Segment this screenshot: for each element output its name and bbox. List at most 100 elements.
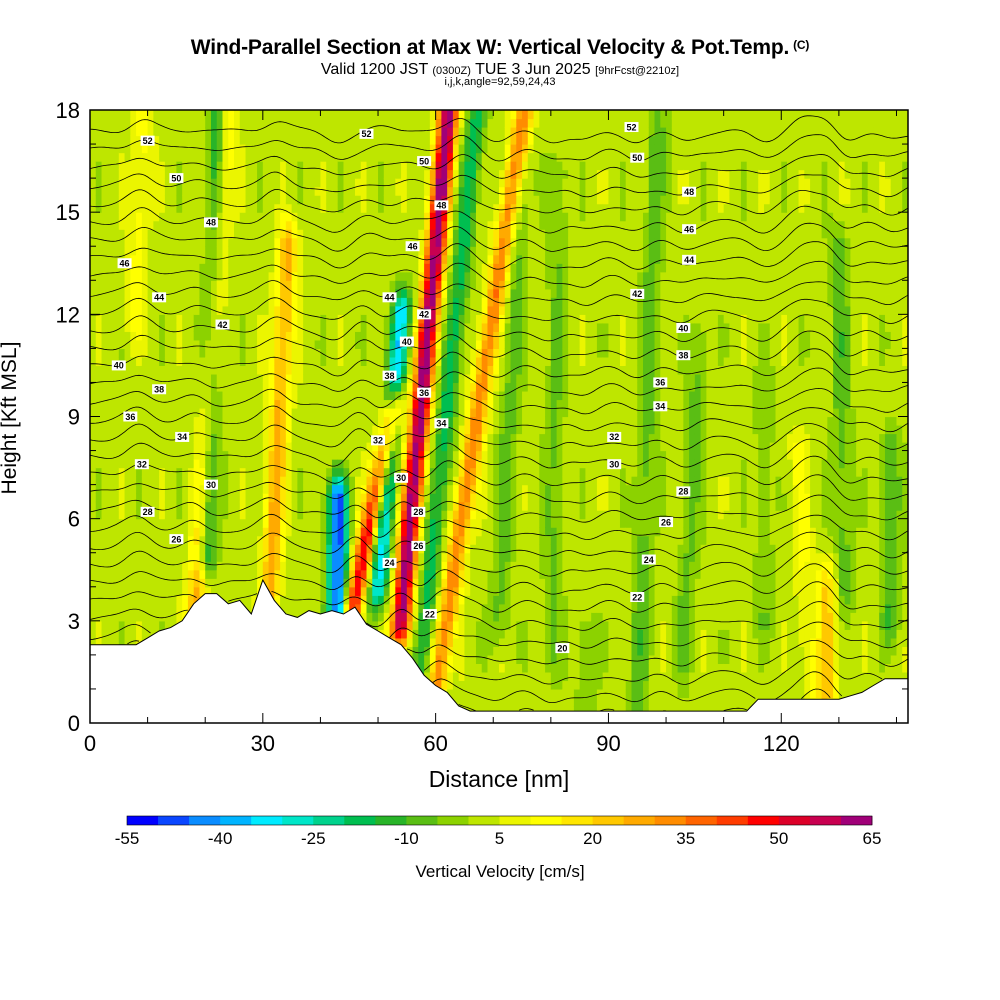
w-cell xyxy=(354,110,362,120)
w-cell xyxy=(378,118,385,128)
w-cell xyxy=(441,212,448,222)
w-cell xyxy=(447,535,454,545)
w-cell xyxy=(349,195,356,205)
w-cell xyxy=(164,459,172,469)
w-cell xyxy=(268,425,275,435)
w-cell xyxy=(366,297,373,307)
w-cell xyxy=(424,578,431,588)
w-cell xyxy=(95,612,103,622)
w-cell xyxy=(141,220,149,230)
w-cell xyxy=(268,297,275,307)
w-cell xyxy=(360,595,368,605)
w-cell xyxy=(164,595,172,605)
w-cell xyxy=(176,348,183,358)
w-cell xyxy=(366,161,373,171)
w-cell xyxy=(222,433,229,443)
w-cell xyxy=(389,569,396,579)
w-cell xyxy=(303,518,310,528)
w-cell xyxy=(297,552,304,562)
w-cell xyxy=(130,348,137,358)
w-cell xyxy=(90,169,97,179)
w-cell xyxy=(418,493,425,503)
w-cell xyxy=(187,561,195,571)
w-cell xyxy=(187,186,195,196)
w-cell xyxy=(118,493,126,503)
w-cell xyxy=(389,246,396,256)
w-cell xyxy=(193,527,201,537)
w-cell xyxy=(464,237,471,247)
w-cell xyxy=(199,416,206,426)
w-cell xyxy=(470,135,477,145)
w-cell xyxy=(153,322,160,332)
w-cell xyxy=(90,331,97,341)
w-cell xyxy=(378,348,385,358)
w-cell xyxy=(280,493,287,503)
w-cell xyxy=(199,152,206,162)
w-cell xyxy=(383,348,391,358)
w-cell xyxy=(395,271,402,281)
w-cell xyxy=(447,493,454,503)
w-cell xyxy=(164,271,172,281)
w-cell xyxy=(481,237,489,247)
w-cell xyxy=(297,561,304,571)
w-cell xyxy=(124,186,131,196)
w-cell xyxy=(366,144,373,154)
w-cell xyxy=(199,373,206,384)
w-cell xyxy=(429,382,437,392)
w-cell xyxy=(234,144,241,154)
w-cell xyxy=(257,254,264,264)
w-cell xyxy=(101,365,108,375)
w-cell xyxy=(107,425,114,435)
w-cell xyxy=(90,229,97,239)
w-cell xyxy=(228,552,235,562)
w-cell xyxy=(464,280,471,290)
w-cell xyxy=(435,331,442,341)
w-cell xyxy=(136,246,143,256)
w-cell xyxy=(176,612,183,622)
w-cell xyxy=(429,399,437,409)
w-cell xyxy=(147,254,154,264)
w-cell xyxy=(337,373,345,384)
w-cell xyxy=(222,280,229,290)
w-cell xyxy=(401,135,408,145)
w-cell xyxy=(113,254,120,264)
w-cell xyxy=(216,416,224,426)
w-cell xyxy=(90,186,97,196)
w-cell xyxy=(136,254,143,264)
w-cell xyxy=(447,629,454,639)
w-cell xyxy=(176,237,183,247)
w-cell xyxy=(141,169,149,179)
w-cell xyxy=(222,110,229,120)
w-cell xyxy=(424,552,431,562)
w-cell xyxy=(406,314,414,324)
w-cell xyxy=(401,637,408,647)
w-cell xyxy=(124,535,131,545)
w-cell xyxy=(130,339,137,349)
w-cell xyxy=(441,373,448,384)
w-cell xyxy=(245,127,252,137)
w-cell xyxy=(170,518,178,528)
w-cell xyxy=(205,561,212,571)
w-cell xyxy=(234,510,241,520)
w-cell xyxy=(136,433,143,443)
w-cell xyxy=(222,407,229,418)
w-cell xyxy=(216,561,224,571)
w-cell xyxy=(205,390,212,401)
w-cell xyxy=(406,646,414,656)
w-cell xyxy=(262,501,270,511)
w-cell xyxy=(228,569,235,579)
w-cell xyxy=(395,467,402,477)
w-cell xyxy=(406,280,414,290)
w-cell xyxy=(343,407,350,418)
w-cell xyxy=(435,407,442,418)
w-cell xyxy=(239,263,247,273)
w-cell xyxy=(262,390,270,401)
w-cell xyxy=(429,110,437,120)
w-cell xyxy=(412,595,419,605)
w-cell xyxy=(95,229,103,239)
w-cell xyxy=(406,356,414,367)
w-cell xyxy=(193,178,201,188)
w-cell xyxy=(113,280,120,290)
w-cell xyxy=(130,442,137,452)
w-cell xyxy=(193,356,201,367)
